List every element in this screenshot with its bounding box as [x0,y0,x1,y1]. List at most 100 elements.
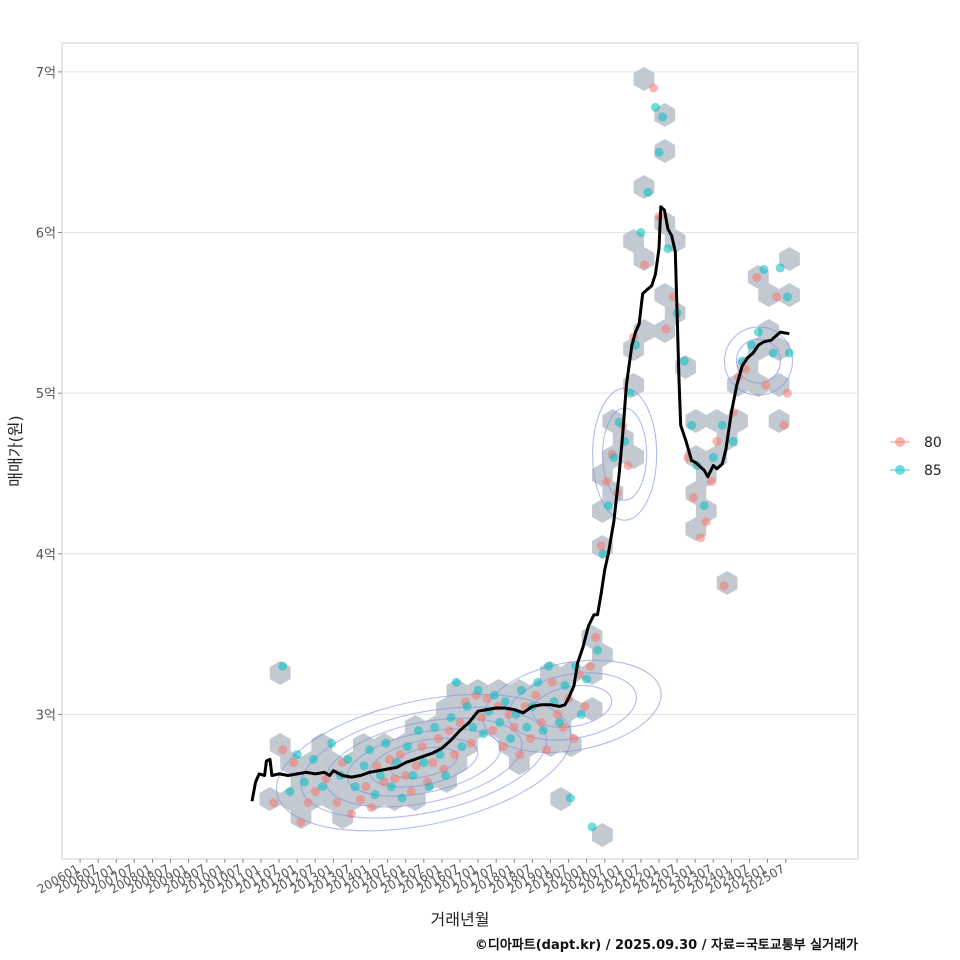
data-point-85 [576,709,586,719]
density-contour [482,659,662,754]
data-point-85 [479,729,488,739]
density-contour [735,338,782,384]
data-point-85 [643,187,653,197]
density-contour [592,387,658,521]
data-point-85 [495,718,505,727]
data-point-85 [327,738,337,748]
data-point-85 [544,661,554,671]
data-point-80 [384,754,394,764]
data-point-80 [640,260,649,270]
data-point-80 [509,722,519,732]
data-point-80 [779,420,789,430]
data-point-85 [489,690,499,700]
hex-cell [747,373,769,397]
data-point-80 [310,787,320,796]
data-point-85 [768,348,778,358]
hex-cell [550,787,572,811]
hex-cell [685,445,707,469]
data-point-80 [428,758,438,768]
data-point-85 [555,718,564,727]
credit-text: ©디아파트(dapt.kr) / 2025.09.30 / 자료=국토교통부 실… [474,938,858,953]
data-point-80 [347,809,356,819]
data-point-80 [569,734,579,743]
hex-cell [508,751,530,775]
data-point-85 [609,452,619,462]
hex-cell [633,67,655,91]
data-point-80 [580,701,590,711]
data-point-80 [395,750,405,760]
data-point-80 [536,718,546,727]
data-point-80 [321,774,331,784]
density-contour [300,706,548,819]
data-point-85 [603,501,613,511]
data-point-85 [318,782,327,792]
data-point-80 [752,273,762,282]
data-point-80 [444,726,454,735]
hex-cell [321,751,343,775]
data-point-80 [455,718,465,727]
data-point-85 [375,771,385,780]
data-point-85 [278,661,288,671]
data-point-85 [708,452,718,462]
data-point-85 [687,420,697,430]
x-axis-ticks: 2006012006072007012007072008012008072009… [35,859,787,897]
data-point-80 [401,771,411,780]
y-axis-ticks: 3억 4억 5억 6억 7억 [36,66,62,723]
data-point-85 [430,722,440,732]
data-point-80 [712,436,722,446]
data-point-85 [292,750,302,760]
data-point-85 [468,722,478,732]
data-point-80 [433,734,443,743]
x-axis-title: 거래년월 [431,910,490,929]
data-point-85 [679,356,689,366]
data-point-80 [303,798,313,808]
hex-cell [311,733,333,757]
y-tick-label: 3억 [36,708,56,723]
data-point-85 [784,348,794,358]
data-point-80 [412,761,422,771]
data-point-85 [582,674,592,684]
data-point-80 [553,709,563,719]
data-point-80 [296,817,306,827]
hex-cell [779,247,800,271]
y-tick-label: 5억 [36,387,56,402]
data-point-80 [361,782,371,792]
trend-path [250,205,790,802]
data-point-85 [759,265,769,274]
data-point-85 [451,677,461,687]
hex-cell [446,679,468,703]
data-point-80 [477,713,487,723]
data-point-85 [538,726,548,735]
legend-key-point [895,465,905,475]
hex-cell [280,787,301,811]
data-point-85 [419,758,429,768]
data-point-80 [585,661,595,671]
data-point-85 [587,822,597,832]
legend-key-point [895,437,905,447]
data-point-80 [504,709,514,719]
data-point-85 [309,754,318,764]
data-point-80 [596,541,606,551]
data-point-85 [350,782,360,792]
data-point-85 [650,102,660,112]
data-point-85 [285,787,295,796]
legend-label: 85 [924,463,942,479]
data-point-80 [450,750,460,760]
data-point-85 [517,685,526,695]
data-point-85 [717,420,727,430]
data-point-85 [754,327,763,337]
hex-cell [633,247,655,271]
data-point-80 [772,292,782,302]
data-point-80 [542,745,552,755]
density-contour [325,717,523,808]
data-point-85 [782,292,792,302]
data-point-85 [560,681,570,690]
hex-cell [508,715,530,739]
data-point-80 [719,581,729,591]
density-contour [723,326,794,396]
data-point-85 [636,228,646,237]
hex-cell [654,283,676,307]
data-point-80 [488,726,498,735]
data-point-85 [446,713,456,723]
data-point-80 [278,745,288,755]
